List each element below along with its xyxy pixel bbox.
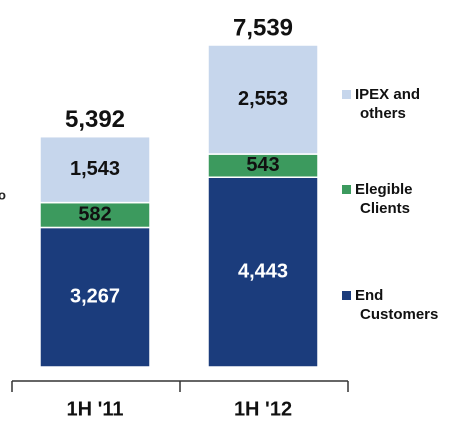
bar-segment xyxy=(207,44,319,155)
bar-segment xyxy=(39,201,151,229)
legend-label: IPEX and others xyxy=(355,86,420,122)
legend-swatch xyxy=(342,90,351,99)
data-label: 582 xyxy=(78,203,111,225)
x-tick-label: 1H '11 xyxy=(66,398,123,420)
total-label: 7,539 xyxy=(233,14,293,41)
bar-segment xyxy=(207,176,319,368)
annotation: o xyxy=(0,187,6,202)
bar-segment xyxy=(39,135,151,204)
bar-segment xyxy=(39,226,151,368)
legend-swatch xyxy=(342,185,351,194)
data-label: 3,267 xyxy=(70,286,120,308)
total-label: 5,392 xyxy=(65,106,125,133)
data-label: 4,443 xyxy=(238,260,288,282)
data-label: 2,553 xyxy=(238,88,288,110)
x-tick-label: 1H '12 xyxy=(234,398,292,420)
legend-label: End Customers xyxy=(355,287,438,323)
data-label: 543 xyxy=(246,154,279,176)
data-label: 1,543 xyxy=(70,158,120,180)
legend-swatch xyxy=(342,291,351,300)
legend-label: Elegible Clients xyxy=(355,181,413,217)
